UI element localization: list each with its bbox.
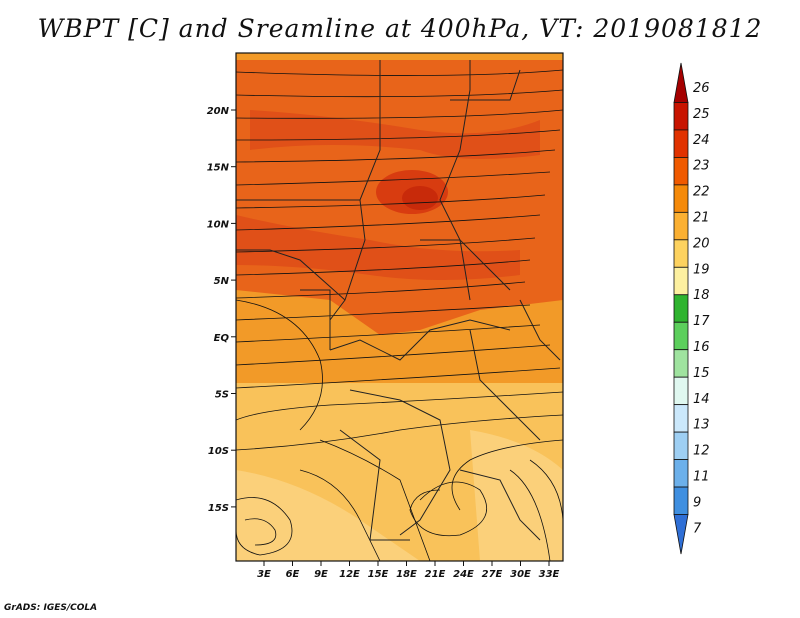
colorbar-segment <box>673 294 689 323</box>
colorbar-label: 13 <box>693 418 710 433</box>
longitude-axis: 3E 6E 9E 12E 15E 18E 21E 24E 27E 30E 33E <box>257 561 560 580</box>
lat-tick-label: 15N <box>207 163 230 174</box>
colorbar-label: 9 <box>693 495 701 510</box>
colorbar-label: 16 <box>693 340 710 355</box>
lon-tick-label: 6E <box>286 569 300 580</box>
lon-tick-label: 3E <box>257 569 271 580</box>
lon-tick-label: 33E <box>539 569 560 580</box>
map-frame <box>235 52 564 562</box>
lat-tick-label: 20N <box>207 106 230 117</box>
colorbar-segment <box>673 184 689 213</box>
colorbar-label: 12 <box>693 444 710 459</box>
colorbar-segment <box>673 211 689 241</box>
colorbar-segment <box>673 266 689 296</box>
country-borders <box>236 60 561 541</box>
colorbar-label: 18 <box>693 288 710 303</box>
colorbar-segment <box>673 431 689 460</box>
colorbar-segment <box>673 157 689 186</box>
latitude-axis: 20N 15N 10N 5N EQ 5S 10S 15S <box>207 106 236 514</box>
streamlines <box>236 69 563 561</box>
colorbar-label: 23 <box>693 159 710 174</box>
lat-tick-label: 5S <box>215 390 229 401</box>
colorbar-segment <box>673 129 689 158</box>
lon-tick-label: 9E <box>314 569 328 580</box>
colorbar-top-arrow <box>673 62 689 103</box>
lon-tick-label: 27E <box>482 569 503 580</box>
colorbar-label: 24 <box>693 133 710 148</box>
lat-tick-label: EQ <box>214 333 230 344</box>
lon-tick-label: 21E <box>425 569 446 580</box>
colorbar-label: 19 <box>693 262 710 277</box>
colorbar-label: 17 <box>693 314 710 329</box>
lon-tick-label: 24E <box>453 569 474 580</box>
lat-tick-label: 5N <box>214 276 230 287</box>
colorbar-label: 20 <box>693 236 710 251</box>
lon-tick-label: 30E <box>510 569 531 580</box>
lat-tick-label: 10N <box>207 219 230 230</box>
colorbar-segment <box>673 102 689 131</box>
colorbar-segment <box>673 486 689 515</box>
colorbar-segment <box>673 349 689 378</box>
colorbar-segment <box>673 321 689 351</box>
grads-credit: GrADS: IGES/COLA <box>4 603 98 613</box>
colorbar-label: 22 <box>693 185 710 200</box>
colorbar-label: 11 <box>693 470 710 485</box>
colorbar-label: 21 <box>693 211 710 226</box>
colorbar-segment <box>673 459 689 488</box>
colorbar-label: 7 <box>693 521 702 536</box>
lat-tick-label: 10S <box>208 446 229 457</box>
colorbar: 26 25 24 23 22 21 20 19 18 17 16 15 14 13 12 11 9 7 <box>673 62 710 555</box>
colorbar-label: 26 <box>693 81 710 96</box>
colorbar-segment <box>673 404 689 433</box>
colorbar-bottom-arrow <box>673 514 689 555</box>
colorbar-label: 25 <box>693 107 710 122</box>
colorbar-label: 15 <box>693 366 710 381</box>
lat-tick-label: 15S <box>208 503 229 514</box>
map-title: WBPT [C] and Sreamline at 400hPa, VT: 20… <box>37 14 763 43</box>
colorbar-label: 14 <box>693 392 710 407</box>
lon-tick-label: 12E <box>339 569 360 580</box>
lon-tick-label: 15E <box>368 569 389 580</box>
wbpt-field <box>236 53 563 561</box>
lon-tick-label: 18E <box>396 569 417 580</box>
colorbar-segment <box>673 239 689 268</box>
colorbar-segment <box>673 376 689 406</box>
